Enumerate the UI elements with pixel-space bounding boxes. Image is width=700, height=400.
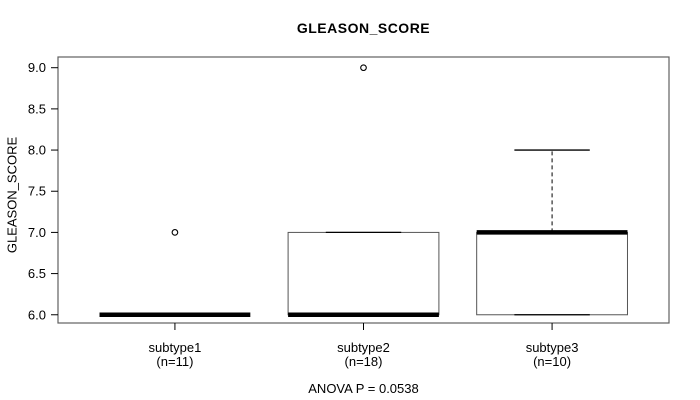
y-tick-label: 9.0 (28, 60, 46, 75)
y-axis-title: GLEASON_SCORE (4, 136, 20, 254)
anova-pvalue-text: ANOVA P = 0.0538 (308, 381, 419, 396)
y-tick-label: 6.0 (28, 307, 46, 322)
outlier-point (360, 64, 367, 72)
x-category-sublabel: (n=18) (345, 354, 383, 369)
y-tick-label: 6.5 (28, 266, 46, 281)
y-tick-label: 7.0 (28, 225, 46, 240)
y-tick-label: 7.5 (28, 184, 46, 199)
box-iqr (287, 231, 440, 316)
y-tick-label: 8.0 (28, 143, 46, 158)
outlier-point (171, 229, 179, 236)
x-category-label: subtype2 (337, 340, 390, 355)
x-category-sublabel: (n=11) (156, 354, 193, 369)
x-category-label: subtype1 (149, 340, 202, 355)
x-category-label: subtype3 (526, 340, 579, 355)
x-category-sublabel: (n=10) (533, 354, 571, 369)
y-tick-label: 8.5 (28, 101, 46, 116)
box-iqr (476, 231, 628, 316)
chart-title: GLEASON_SCORE (296, 20, 431, 36)
